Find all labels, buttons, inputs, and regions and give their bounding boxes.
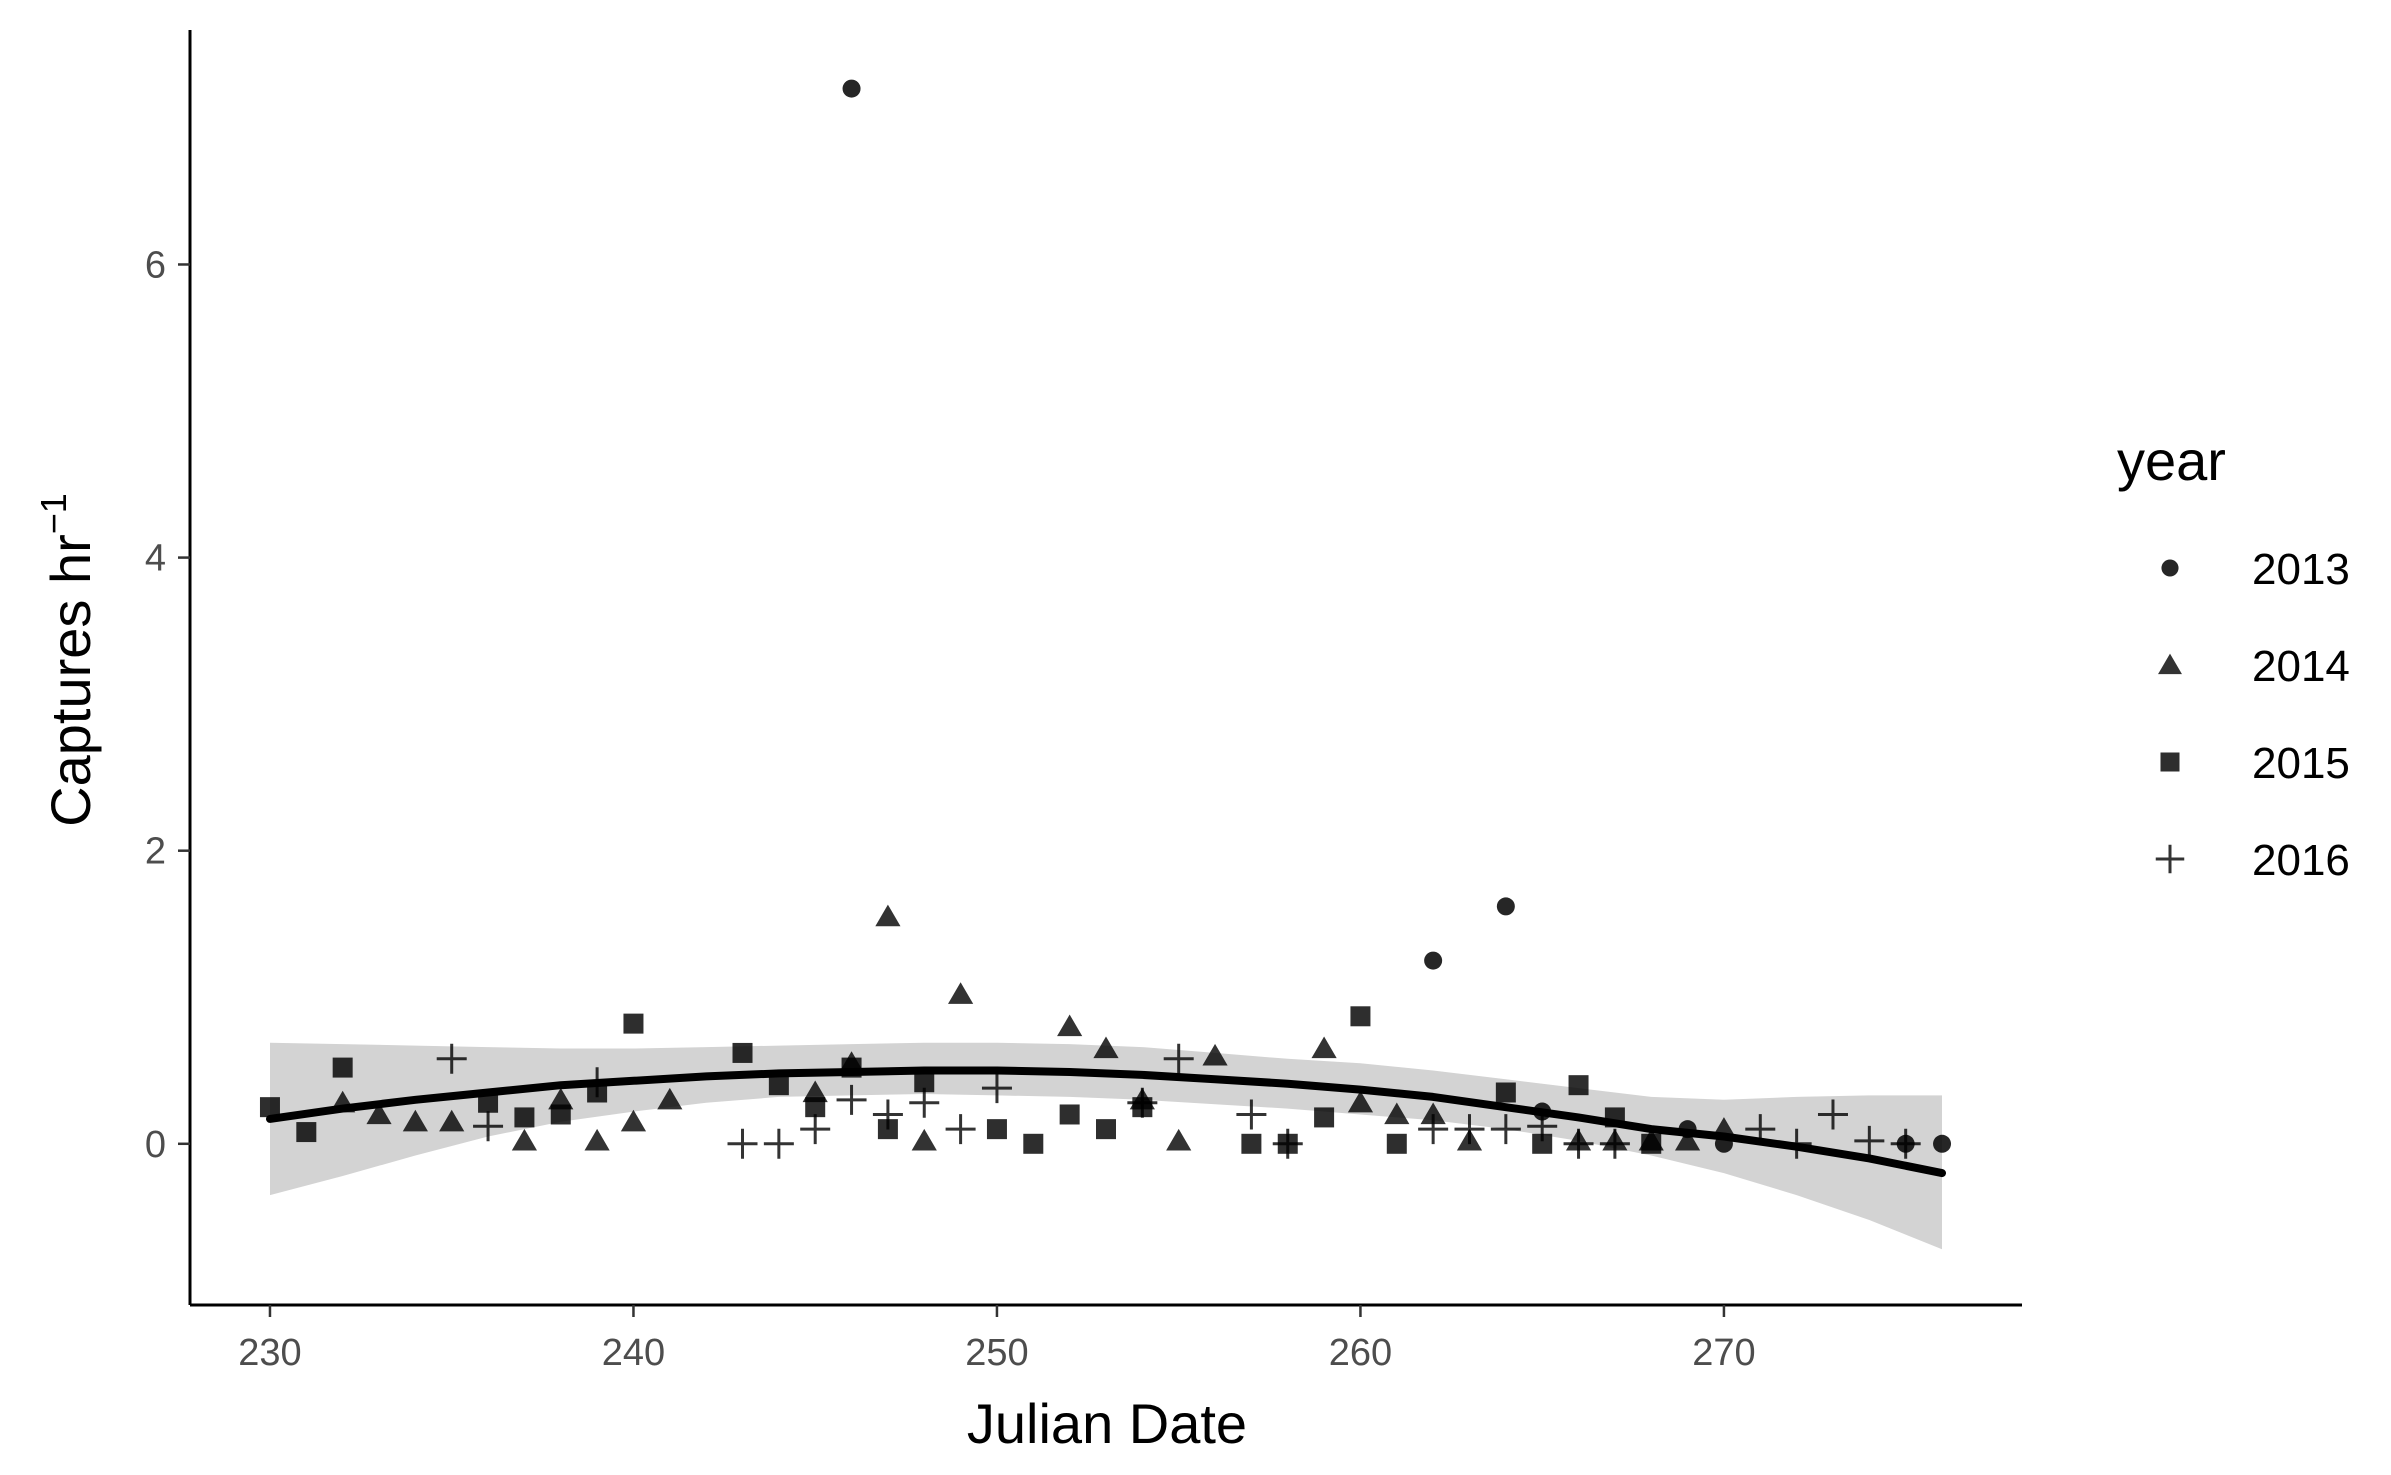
y-tick-label: 4	[145, 538, 166, 580]
data-point-2014	[585, 1129, 610, 1151]
y-tick-label: 2	[145, 831, 166, 873]
data-point-2015	[1387, 1134, 1407, 1154]
data-point-2015	[1496, 1083, 1516, 1103]
x-tick-label: 230	[238, 1332, 301, 1374]
data-point-2015	[842, 1058, 862, 1078]
legend-title: year	[2117, 429, 2226, 492]
data-point-2016	[946, 1114, 976, 1144]
data-point-2015	[769, 1075, 789, 1095]
data-point-2016	[728, 1129, 758, 1159]
data-point-2014	[1311, 1037, 1336, 1059]
legend: year 2013 2014 2015 2016	[2117, 429, 2350, 885]
data-point-2015	[260, 1097, 280, 1117]
data-point-2014	[512, 1129, 537, 1151]
data-point-2014	[1166, 1129, 1191, 1151]
data-point-2014	[948, 982, 973, 1004]
data-point-2015	[1241, 1134, 1261, 1154]
data-point-2015	[1641, 1134, 1661, 1154]
data-point-2015	[514, 1107, 534, 1127]
data-points-layer	[260, 80, 1951, 1159]
x-tick-label: 240	[602, 1332, 665, 1374]
x-tick-label: 250	[965, 1332, 1028, 1374]
data-point-2015	[1023, 1134, 1043, 1154]
data-point-2015	[551, 1104, 571, 1124]
legend-key-2013	[2161, 559, 2178, 576]
data-point-2015	[623, 1014, 643, 1034]
data-point-2015	[296, 1122, 316, 1142]
data-point-2013	[1497, 897, 1515, 915]
data-point-2014	[621, 1110, 646, 1132]
x-axis-title: Julian Date	[967, 1392, 1247, 1455]
data-point-2015	[1569, 1075, 1589, 1095]
y-axis-title-main: Captures hr	[39, 534, 102, 827]
legend-label-2016: 2016	[2252, 836, 2350, 885]
x-tick-label: 260	[1329, 1332, 1392, 1374]
data-point-2013	[1933, 1135, 1951, 1153]
legend-items: 2013 2014 2015 2016	[2156, 545, 2350, 885]
data-point-2014	[875, 905, 900, 927]
legend-key-2016	[2156, 845, 2185, 874]
data-point-2015	[1096, 1119, 1116, 1139]
data-point-2014	[1057, 1015, 1082, 1037]
data-point-2015	[987, 1119, 1007, 1139]
data-point-2015	[1314, 1107, 1334, 1127]
y-axis-title: Captures hr−1	[33, 493, 102, 827]
legend-key-2015	[2161, 753, 2180, 772]
data-point-2015	[1060, 1104, 1080, 1124]
data-point-2016	[1273, 1129, 1303, 1159]
legend-label-2013: 2013	[2252, 545, 2350, 594]
data-point-2015	[333, 1058, 353, 1078]
legend-label-2015: 2015	[2252, 739, 2350, 788]
data-point-2013	[843, 80, 861, 98]
data-point-2014	[912, 1129, 937, 1151]
legend-key-2014	[2158, 654, 2182, 675]
data-point-2016	[800, 1114, 830, 1144]
x-tick-label: 270	[1692, 1332, 1755, 1374]
data-point-2016	[764, 1129, 794, 1159]
data-point-2016	[873, 1099, 903, 1129]
data-point-2015	[478, 1093, 498, 1113]
data-point-2015	[1605, 1107, 1625, 1127]
y-tick-label: 6	[145, 244, 166, 286]
y-tick-label: 0	[145, 1124, 166, 1166]
y-axis-title-superscript: −1	[33, 493, 74, 534]
svg-text:Captures hr−1: Captures hr−1	[33, 493, 102, 827]
legend-label-2014: 2014	[2252, 642, 2350, 691]
data-point-2015	[1350, 1006, 1370, 1026]
data-point-2013	[1424, 952, 1442, 970]
data-point-2015	[733, 1043, 753, 1063]
